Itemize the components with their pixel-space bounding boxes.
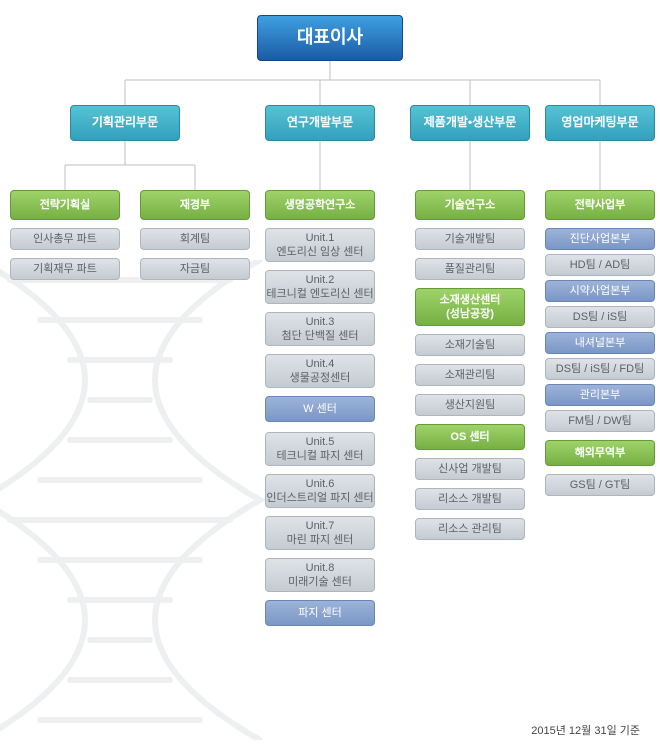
org-node-u5: Unit.5 테크니컬 파지 센터 <box>265 432 375 466</box>
org-node-d3b3: 생산지원팀 <box>415 394 525 416</box>
org-node-d1b1: 회계팀 <box>140 228 250 250</box>
org-node-d3c3: 리소스 관리팀 <box>415 518 525 540</box>
org-node-phage: 파지 센터 <box>265 600 375 626</box>
org-node-wcenter: W 센터 <box>265 396 375 422</box>
org-node-d4b1t: HD팀 / AD팀 <box>545 254 655 276</box>
org-node-u1: Unit.1 엔도리신 임상 센터 <box>265 228 375 262</box>
org-node-u3: Unit.3 첨단 단백질 센터 <box>265 312 375 346</box>
org-node-d4: 영업마케팅부문 <box>545 105 655 141</box>
org-node-d2a: 생명공학연구소 <box>265 190 375 220</box>
org-node-d3a: 기술연구소 <box>415 190 525 220</box>
org-node-d3c2: 리소스 개발팀 <box>415 488 525 510</box>
org-node-u8: Unit.8 미래기술 센터 <box>265 558 375 592</box>
org-node-d3c1: 신사업 개발팀 <box>415 458 525 480</box>
org-node-d1: 기획관리부문 <box>70 105 180 141</box>
org-node-d4b1: 진단사업본부 <box>545 228 655 250</box>
org-node-u6: Unit.6 인더스트리얼 파지 센터 <box>265 474 375 508</box>
org-node-d1a1: 인사총무 파트 <box>10 228 120 250</box>
dna-background <box>0 260 280 740</box>
org-node-d2: 연구개발부문 <box>265 105 375 141</box>
org-node-d4b3t: DS팀 / iS팀 / FD팀 <box>545 358 655 380</box>
org-node-d4b2: 시약사업본부 <box>545 280 655 302</box>
org-node-d4b3: 내셔널본부 <box>545 332 655 354</box>
org-node-u2: Unit.2 테크니컬 엔도리신 센터 <box>265 270 375 304</box>
org-node-d3c: OS 센터 <box>415 424 525 450</box>
org-node-d1b2: 자금팀 <box>140 258 250 280</box>
org-node-d4c1: GS팀 / GT팀 <box>545 474 655 496</box>
org-node-u7: Unit.7 마린 파지 센터 <box>265 516 375 550</box>
footer-text: 2015년 12월 31일 기준 <box>531 722 640 738</box>
org-node-d3b2: 소재관리팀 <box>415 364 525 386</box>
org-node-d4a: 전략사업부 <box>545 190 655 220</box>
org-node-d4b4t: FM팀 / DW팀 <box>545 410 655 432</box>
org-node-d3a2: 품질관리팀 <box>415 258 525 280</box>
org-node-u4: Unit.4 생물공정센터 <box>265 354 375 388</box>
org-node-d1b: 재경부 <box>140 190 250 220</box>
org-node-d4b4: 관리본부 <box>545 384 655 406</box>
org-node-d3b: 소재생산센터 (성남공장) <box>415 288 525 326</box>
org-node-d3b1: 소재기술팀 <box>415 334 525 356</box>
org-node-ceo: 대표이사 <box>257 15 403 61</box>
org-node-d4b2t: DS팀 / iS팀 <box>545 306 655 328</box>
org-node-d3a1: 기술개발팀 <box>415 228 525 250</box>
org-node-d1a2: 기획재무 파트 <box>10 258 120 280</box>
org-node-d4c: 해외무역부 <box>545 440 655 466</box>
org-node-d1a: 전략기획실 <box>10 190 120 220</box>
org-node-d3: 제품개발•생산부문 <box>410 105 530 141</box>
